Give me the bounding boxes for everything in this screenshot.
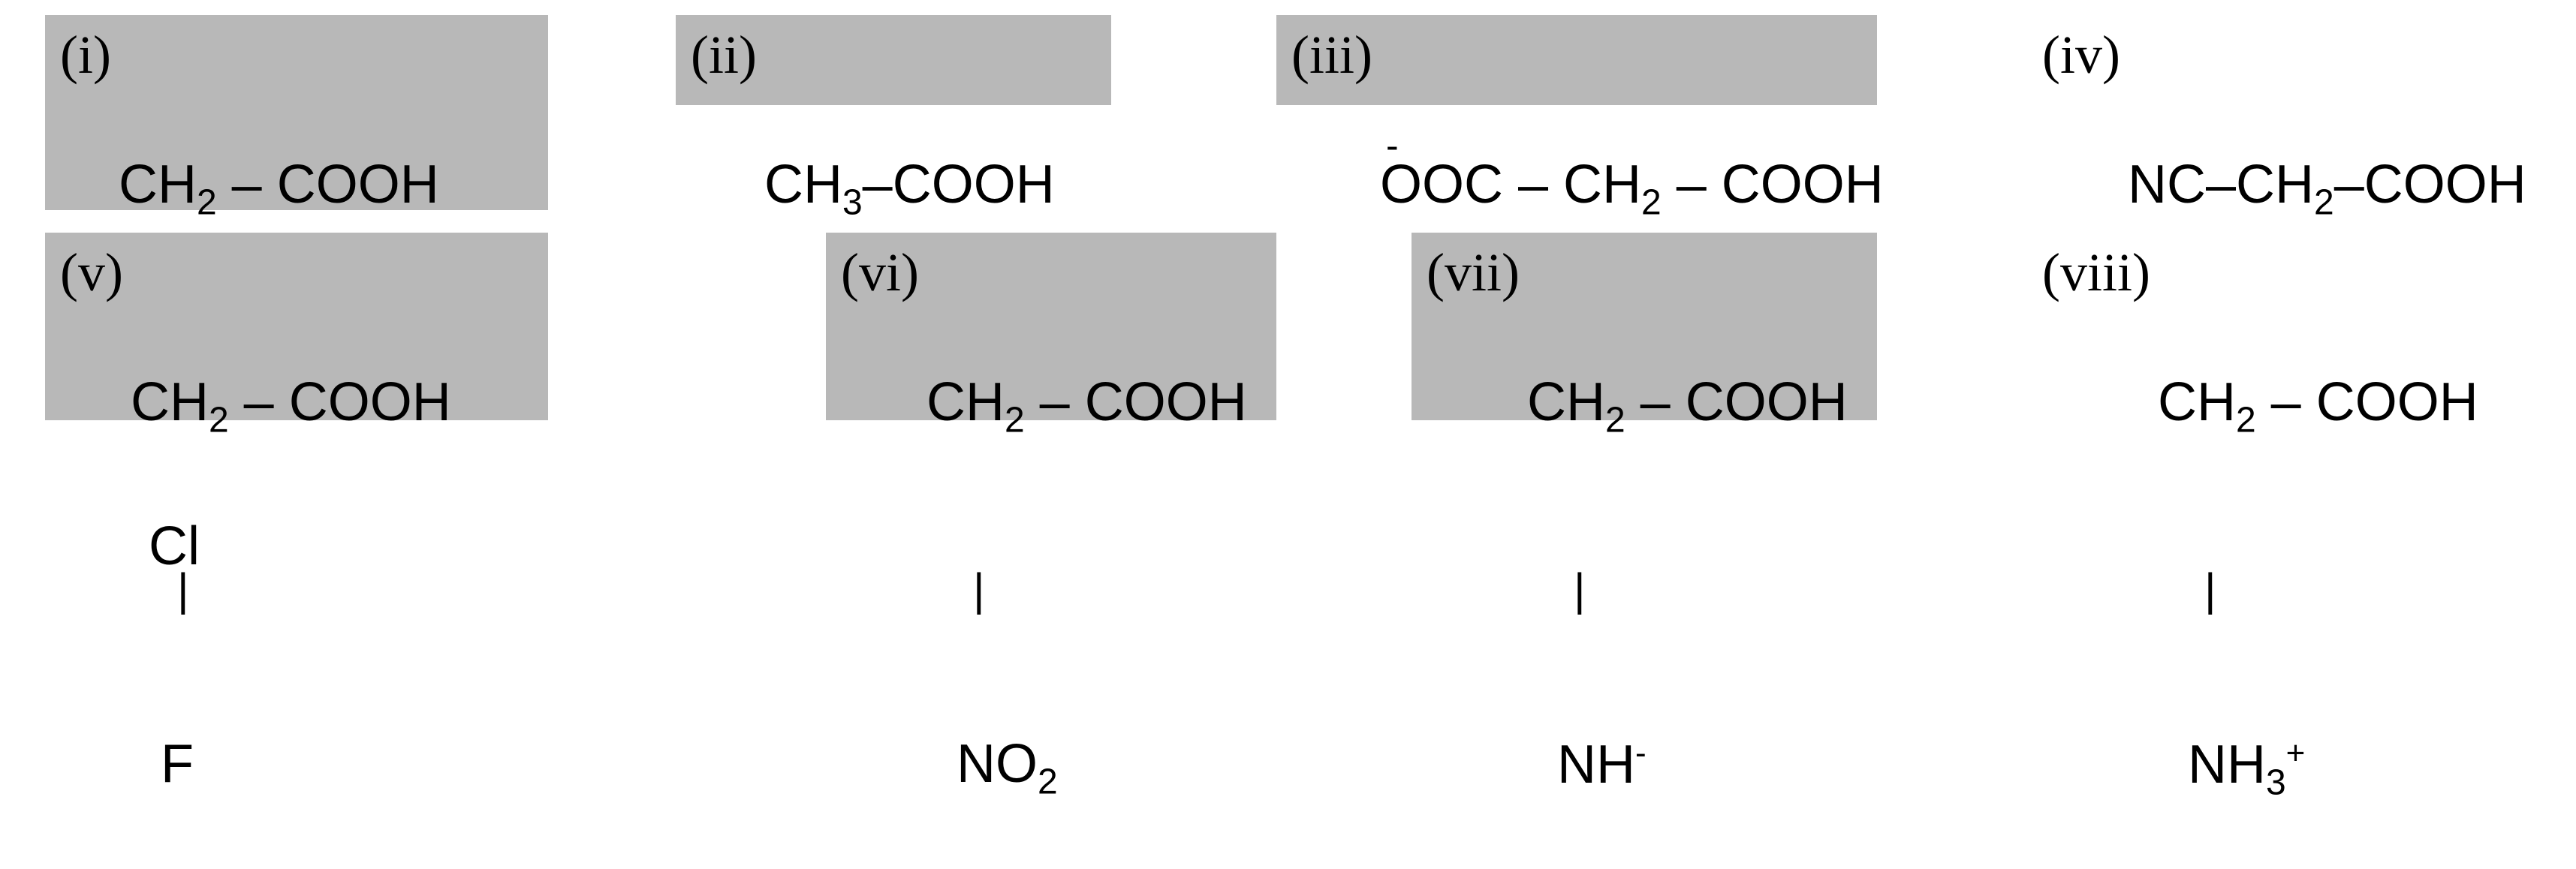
bond-v: |	[131, 572, 451, 608]
label-iii: (iii)	[1291, 23, 1372, 87]
substituent-vii: NH-	[1527, 737, 1848, 792]
main-formula-viii: CH2 – COOH	[2158, 370, 2478, 442]
bond-vii: |	[1527, 572, 1848, 608]
label-viii: (viii)	[2042, 240, 2150, 305]
label-v: (v)	[60, 240, 123, 305]
main-formula-ii: CH3–COOH	[764, 152, 1055, 224]
label-ii: (ii)	[691, 23, 757, 87]
label-i: (i)	[60, 23, 111, 87]
main-formula-i: CH2 – COOH	[119, 152, 439, 224]
label-vi: (vi)	[841, 240, 919, 305]
formula-vi: CH2 – COOH | NO2	[926, 240, 1247, 869]
formula-vii: CH2 – COOH | NH-	[1527, 240, 1848, 869]
compound-i: (i) CH2 – COOH | Cl	[45, 15, 548, 210]
main-formula-iii: O-OC – CH2 – COOH	[1380, 152, 1884, 224]
substituent-vi: NO2	[926, 737, 1247, 800]
compound-v: (v) CH2 – COOH | F	[45, 233, 548, 420]
substituent-viii: NH3+	[2158, 737, 2478, 801]
main-formula-v: CH2 – COOH	[131, 370, 451, 442]
bond-vi: |	[926, 572, 1247, 608]
compound-vii: (vii) CH2 – COOH | NH-	[1412, 233, 1877, 420]
main-formula-iv: NC–CH2–COOH	[2128, 152, 2526, 224]
compound-viii: (viii) CH2 – COOH | NH3+	[2027, 233, 2538, 420]
compound-vi: (vi) CH2 – COOH | NO2	[826, 233, 1276, 420]
compound-ii: (ii) CH3–COOH	[676, 15, 1111, 105]
compound-iv: (iv) NC–CH2–COOH	[2027, 15, 2538, 105]
label-vii: (vii)	[1427, 240, 1520, 305]
compound-iii: (iii) O-OC – CH2 – COOH	[1276, 15, 1877, 105]
bond-viii: |	[2158, 572, 2478, 608]
formula-v: CH2 – COOH | F	[131, 240, 451, 869]
main-formula-vi: CH2 – COOH	[926, 370, 1247, 442]
formula-viii: CH2 – COOH | NH3+	[2158, 240, 2478, 869]
label-iv: (iv)	[2042, 23, 2120, 87]
substituent-v: F	[131, 737, 451, 791]
main-formula-vii: CH2 – COOH	[1527, 370, 1848, 442]
